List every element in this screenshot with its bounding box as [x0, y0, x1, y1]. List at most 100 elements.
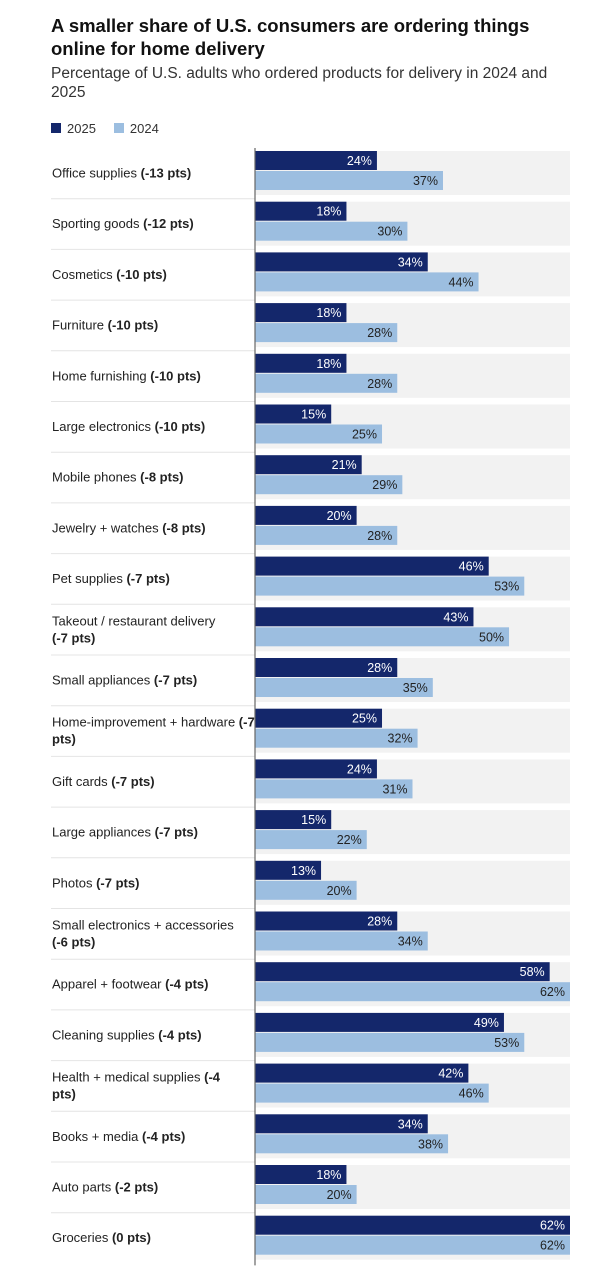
category-label: Books + media (-4 pts) [52, 1129, 185, 1144]
data-label-2025: 28% [367, 915, 392, 929]
bar-2025 [255, 607, 474, 627]
category-label: Home furnishing (-10 pts) [52, 368, 201, 383]
data-label-2025: 18% [316, 1168, 341, 1182]
data-label-2024: 62% [540, 1239, 565, 1253]
category-label: Large appliances (-7 pts) [52, 825, 198, 840]
data-label-2025: 28% [367, 661, 392, 675]
bar-2024 [255, 323, 398, 343]
category-label: Groceries (0 pts) [52, 1230, 151, 1245]
data-label-2024: 62% [540, 985, 565, 999]
bar-2025 [255, 1012, 504, 1032]
data-label-2024: 28% [367, 377, 392, 391]
category-label: Pet supplies (-7 pts) [52, 571, 170, 586]
bar-2024 [255, 272, 479, 292]
bar-2025 [255, 353, 347, 373]
bar-2024 [255, 576, 525, 596]
chart-title: A smaller share of U.S. consumers are or… [51, 15, 530, 59]
bar-2024 [255, 728, 418, 748]
bar-2025 [255, 455, 362, 475]
data-label-2025: 46% [459, 560, 484, 574]
bar-2025 [255, 1215, 570, 1235]
chart-legend: 2025 2024 [51, 119, 177, 137]
bar-2024 [255, 373, 398, 393]
bar-2024 [255, 475, 403, 495]
bar-2025 [255, 1063, 469, 1083]
bar-2024 [255, 1185, 357, 1204]
category-label: Apparel + footwear (-4 pts) [52, 977, 208, 992]
bar-2025 [255, 151, 377, 170]
data-label-2025: 18% [316, 306, 341, 320]
legend-swatch-2024 [113, 123, 124, 133]
data-label-2025: 62% [540, 1219, 565, 1233]
legend-item-2025: 2025 [51, 121, 96, 136]
data-label-2025: 21% [332, 458, 357, 472]
data-label-2025: 18% [316, 357, 341, 371]
bar-2025 [255, 505, 357, 525]
bar-2025 [255, 1165, 347, 1184]
data-label-2025: 20% [327, 509, 352, 523]
category-label: Auto parts (-2 pts) [52, 1180, 158, 1195]
data-label-2024: 20% [327, 884, 352, 898]
category-label: Gift cards (-7 pts) [52, 774, 155, 789]
category-label: Cosmetics (-10 pts) [52, 267, 167, 282]
data-label-2024: 25% [352, 428, 377, 442]
data-label-2024: 22% [337, 833, 362, 847]
bar-2024 [255, 1032, 525, 1052]
data-label-2024: 38% [418, 1137, 443, 1151]
category-label: Mobile phones (-8 pts) [52, 470, 184, 485]
bar-2024 [255, 1134, 449, 1154]
data-label-2024: 50% [479, 630, 504, 644]
data-label-2024: 53% [494, 580, 519, 594]
data-label-2024: 31% [382, 782, 407, 796]
bar-2025 [255, 1114, 428, 1134]
bar-2025 [255, 810, 332, 830]
bar-2025 [255, 201, 347, 221]
bar-2024 [255, 424, 383, 444]
data-label-2024: 29% [372, 478, 397, 492]
category-label: Jewelry + watches (-8 pts) [52, 520, 206, 535]
bar-2025 [255, 303, 347, 323]
data-label-2024: 30% [377, 225, 402, 239]
data-label-2024: 35% [403, 681, 428, 695]
legend-label-2025: 2025 [67, 120, 96, 136]
bar-2025 [255, 759, 377, 779]
category-label: Large electronics (-10 pts) [52, 419, 205, 434]
data-label-2024: 34% [398, 935, 423, 949]
bar-2025 [255, 962, 550, 982]
data-label-2025: 25% [352, 712, 377, 726]
data-label-2024: 20% [327, 1188, 352, 1202]
bar-2024 [255, 171, 443, 190]
bar-2024 [255, 525, 398, 545]
legend-swatch-2025 [51, 123, 61, 133]
bar-2025 [255, 556, 489, 576]
category-label: Small appliances (-7 pts) [52, 673, 197, 688]
data-label-2024: 32% [388, 732, 413, 746]
bar-2025 [255, 252, 428, 272]
data-label-2025: 24% [347, 762, 372, 776]
data-label-2025: 24% [347, 154, 372, 168]
category-label: Photos (-7 pts) [52, 875, 139, 890]
bar-2024 [255, 1235, 570, 1255]
bar-2025 [255, 404, 332, 424]
data-label-2024: 37% [413, 174, 438, 188]
bar-2025 [255, 860, 322, 880]
category-label: Sporting goods (-12 pts) [52, 216, 194, 231]
data-label-2025: 58% [520, 965, 545, 979]
bar-2024 [255, 678, 433, 697]
data-label-2025: 18% [316, 205, 341, 219]
category-label: Takeout / restaurant delivery (-7 pts) [52, 613, 216, 645]
bar-2025 [255, 658, 398, 677]
data-label-2024: 28% [367, 326, 392, 340]
category-label: Small electronics + accessories (-6 pts) [52, 918, 234, 950]
data-label-2025: 49% [474, 1016, 499, 1030]
data-label-2025: 34% [398, 255, 423, 269]
bar-2024 [255, 931, 428, 951]
bar-2024 [255, 982, 570, 1002]
category-label: Office supplies (-13 pts) [52, 166, 191, 181]
chart-subtitle: Percentage of U.S. adults who ordered pr… [51, 65, 548, 101]
data-label-2025: 15% [301, 813, 326, 827]
data-label-2025: 34% [398, 1117, 423, 1131]
data-label-2024: 53% [494, 1036, 519, 1050]
data-label-2025: 13% [291, 864, 316, 878]
